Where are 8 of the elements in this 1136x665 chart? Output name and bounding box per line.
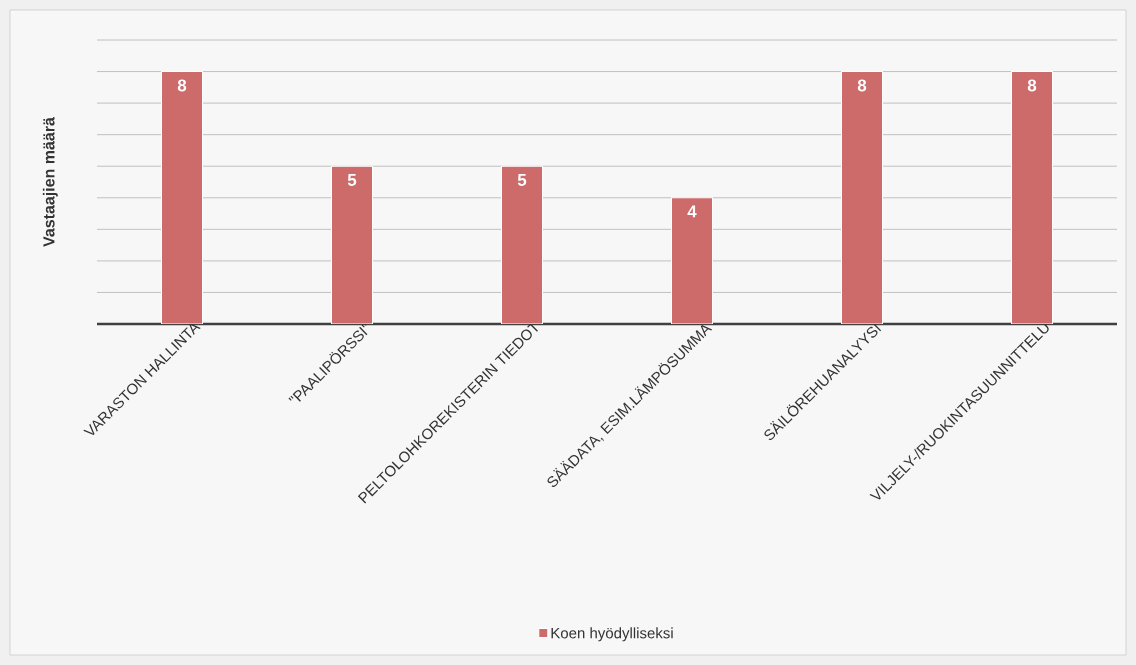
data-label: 8 bbox=[177, 79, 187, 92]
data-label: 4 bbox=[687, 205, 697, 218]
legend-label: Koen hyödylliseksi bbox=[551, 627, 673, 642]
y-axis-title: Vastaajien määrä bbox=[42, 117, 58, 247]
data-label: 8 bbox=[1027, 79, 1037, 92]
data-label: 8 bbox=[857, 79, 867, 92]
data-label: 5 bbox=[517, 174, 527, 186]
data-label: 5 bbox=[347, 174, 357, 186]
